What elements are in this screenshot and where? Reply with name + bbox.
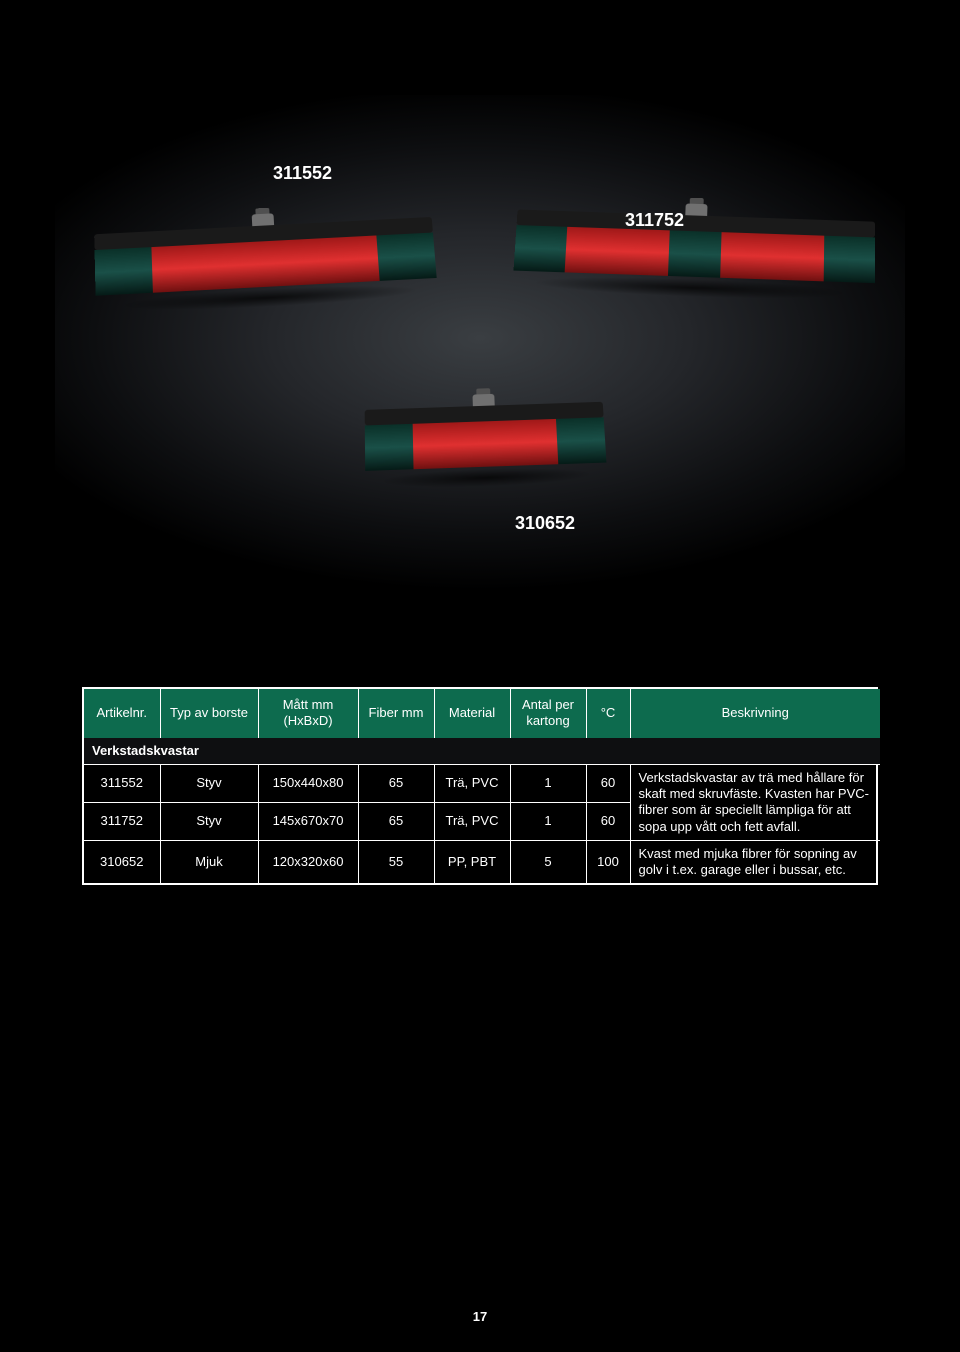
cell-art: 310652 [84, 840, 160, 883]
cell-fiber: 65 [358, 764, 434, 802]
cell-matt: 120x320x60 [258, 840, 358, 883]
cell-tempc: 60 [586, 764, 630, 802]
cell-desc: Verkstadskvastar av trä med hållare för … [630, 764, 880, 840]
cell-matt: 145x670x70 [258, 802, 358, 840]
table-row: 311552 Styv 150x440x80 65 Trä, PVC 1 60 … [84, 764, 880, 802]
product-311552 [94, 217, 437, 304]
cell-material: Trä, PVC [434, 764, 510, 802]
product-310652 [365, 402, 607, 479]
cell-desc: Kvast med mjuka fibrer för sopning av go… [630, 840, 880, 883]
section-title-row: Verkstadskvastar [84, 738, 880, 765]
callout-311752: 311752 [625, 210, 684, 231]
col-fiber: Fiber mm [358, 689, 434, 738]
cell-typ: Styv [160, 764, 258, 802]
page-number: 17 [0, 1309, 960, 1324]
col-artikelnr: Artikelnr. [84, 689, 160, 738]
cell-art: 311752 [84, 802, 160, 840]
col-antal: Antal perkartong [510, 689, 586, 738]
section-title: Verkstadskvastar [84, 738, 880, 765]
col-beskrivning: Beskrivning [630, 689, 880, 738]
cell-tempc: 60 [586, 802, 630, 840]
table-row: 310652 Mjuk 120x320x60 55 PP, PBT 5 100 … [84, 840, 880, 883]
col-material: Material [434, 689, 510, 738]
table-header-row: Artikelnr. Typ av borste Mått mm(HxBxD) … [84, 689, 880, 738]
col-tempc: °C [586, 689, 630, 738]
cell-antal: 5 [510, 840, 586, 883]
cell-typ: Mjuk [160, 840, 258, 883]
col-typ: Typ av borste [160, 689, 258, 738]
spec-table: Artikelnr. Typ av borste Mått mm(HxBxD) … [82, 687, 878, 885]
col-matt: Mått mm(HxBxD) [258, 689, 358, 738]
cell-antal: 1 [510, 764, 586, 802]
cell-material: PP, PBT [434, 840, 510, 883]
product-photo-area: 311552 311752 310652 [55, 95, 905, 635]
cell-art: 311552 [84, 764, 160, 802]
cell-fiber: 55 [358, 840, 434, 883]
cell-fiber: 65 [358, 802, 434, 840]
cell-typ: Styv [160, 802, 258, 840]
cell-material: Trä, PVC [434, 802, 510, 840]
product-311752 [513, 209, 875, 291]
cell-matt: 150x440x80 [258, 764, 358, 802]
cell-antal: 1 [510, 802, 586, 840]
callout-310652: 310652 [515, 513, 575, 534]
callout-311552: 311552 [273, 163, 332, 184]
cell-tempc: 100 [586, 840, 630, 883]
